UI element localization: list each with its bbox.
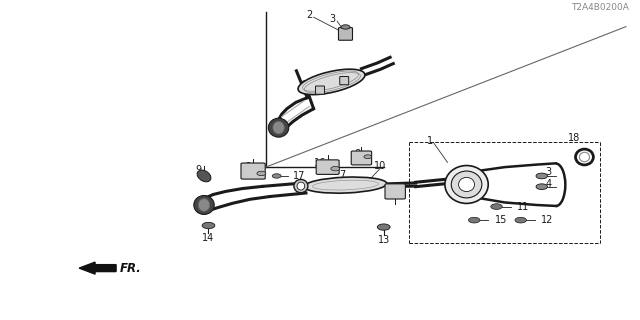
Text: 17: 17 <box>293 171 306 181</box>
Circle shape <box>364 155 372 159</box>
Ellipse shape <box>297 182 305 190</box>
Circle shape <box>515 217 527 223</box>
Ellipse shape <box>298 69 365 95</box>
Ellipse shape <box>445 165 488 204</box>
Text: 8: 8 <box>354 149 360 159</box>
Text: T2A4B0200A: T2A4B0200A <box>571 4 629 12</box>
Ellipse shape <box>304 177 387 193</box>
Text: 3: 3 <box>545 167 551 177</box>
FancyBboxPatch shape <box>340 76 349 85</box>
Circle shape <box>272 174 281 178</box>
Text: 12: 12 <box>541 215 554 225</box>
Text: 2: 2 <box>306 10 312 20</box>
Ellipse shape <box>197 170 211 182</box>
FancyBboxPatch shape <box>316 86 324 94</box>
FancyBboxPatch shape <box>316 160 339 174</box>
Text: 13: 13 <box>378 235 390 245</box>
Text: 11: 11 <box>517 202 529 212</box>
Text: 6: 6 <box>244 162 250 172</box>
Text: 5: 5 <box>392 188 398 197</box>
Text: FR.: FR. <box>119 262 141 275</box>
Text: 10: 10 <box>374 161 387 171</box>
Text: 3: 3 <box>330 14 336 24</box>
FancyBboxPatch shape <box>351 151 372 165</box>
Circle shape <box>378 224 390 230</box>
Text: 9: 9 <box>196 165 202 175</box>
Ellipse shape <box>451 171 482 198</box>
Text: 14: 14 <box>202 233 214 243</box>
Circle shape <box>341 25 350 29</box>
FancyBboxPatch shape <box>241 163 265 179</box>
Text: 4: 4 <box>545 179 551 188</box>
FancyBboxPatch shape <box>339 28 353 40</box>
Ellipse shape <box>198 199 210 211</box>
Text: 18: 18 <box>568 133 580 143</box>
Circle shape <box>202 222 215 229</box>
Ellipse shape <box>273 121 284 134</box>
Ellipse shape <box>194 196 214 214</box>
Circle shape <box>331 166 340 171</box>
Circle shape <box>536 173 547 179</box>
Text: 1: 1 <box>426 136 433 146</box>
FancyBboxPatch shape <box>385 184 405 199</box>
Text: 7: 7 <box>339 170 346 180</box>
Circle shape <box>257 171 266 176</box>
Text: 16: 16 <box>314 158 326 168</box>
Ellipse shape <box>268 118 289 137</box>
FancyArrow shape <box>79 262 116 274</box>
Circle shape <box>468 217 480 223</box>
Ellipse shape <box>294 180 308 193</box>
Circle shape <box>491 204 502 209</box>
Circle shape <box>536 184 547 189</box>
Text: 15: 15 <box>495 215 507 225</box>
Ellipse shape <box>459 177 474 192</box>
